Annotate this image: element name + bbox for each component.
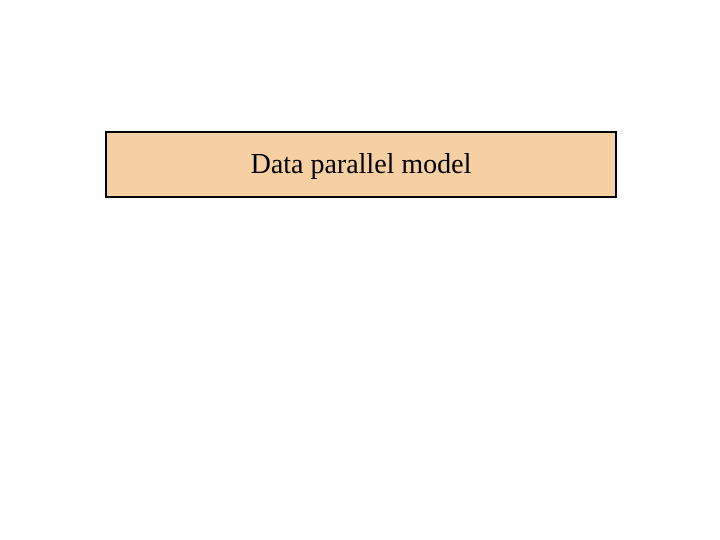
title-text: Data parallel model — [251, 149, 472, 181]
title-box: Data parallel model — [105, 131, 617, 198]
